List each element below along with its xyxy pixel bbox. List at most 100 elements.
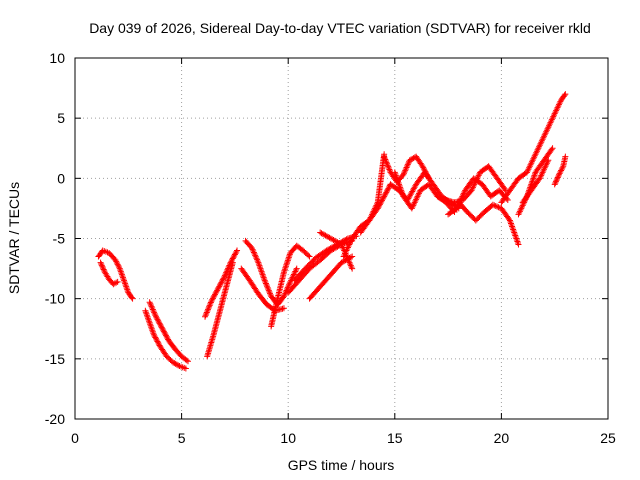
data-point-marker <box>280 305 287 312</box>
data-point-marker <box>151 310 158 317</box>
series-track-15 <box>357 151 388 236</box>
data-point-marker <box>385 165 392 172</box>
y-axis-label: SDTVAR / TECUs <box>6 182 22 294</box>
data-point-marker <box>118 271 125 278</box>
data-point-marker <box>203 309 210 316</box>
data-point-marker <box>152 312 159 319</box>
data-point-marker <box>286 280 293 287</box>
data-point-marker <box>386 167 393 174</box>
data-point-marker <box>207 299 214 306</box>
data-point-marker <box>282 290 289 297</box>
axis-ticks: 0 5 10 15 20 25 -20 -15 -10 -5 0 5 10 <box>45 50 616 446</box>
data-point-marker <box>170 359 177 366</box>
data-point-marker <box>401 168 408 175</box>
data-point-marker <box>553 177 560 184</box>
data-point-marker <box>264 283 271 290</box>
data-point-marker <box>512 232 519 239</box>
data-point-marker <box>148 325 155 332</box>
data-point-marker <box>99 263 106 270</box>
data-point-marker <box>289 274 296 281</box>
data-point-marker <box>123 283 130 290</box>
data-point-marker <box>511 229 518 236</box>
data-point-marker <box>435 193 442 200</box>
data-point-marker <box>489 201 496 208</box>
data-point-marker <box>290 272 297 279</box>
data-point-marker <box>262 279 269 286</box>
series-track-14 <box>340 181 394 260</box>
data-point-marker <box>509 223 516 230</box>
data-point-marker <box>382 157 389 164</box>
data-point-marker <box>142 307 149 314</box>
data-point-marker <box>261 277 268 284</box>
data-point-marker <box>150 307 157 314</box>
data-point-marker <box>119 274 126 281</box>
data-point-marker <box>114 261 121 268</box>
data-point-marker <box>119 273 126 280</box>
data-point-marker <box>381 153 388 160</box>
data-point-marker <box>404 163 411 170</box>
data-point-marker <box>293 267 300 274</box>
data-point-marker <box>225 265 232 272</box>
data-point-marker <box>149 305 156 312</box>
data-point-marker <box>113 258 120 265</box>
data-point-marker <box>508 221 515 228</box>
x-tick-label: 0 <box>71 430 79 446</box>
data-point-marker <box>155 319 162 326</box>
data-point-marker <box>263 281 270 288</box>
data-point-marker <box>409 155 416 162</box>
data-point-marker <box>250 248 257 255</box>
data-point-marker <box>404 161 411 168</box>
data-point-marker <box>210 294 217 301</box>
data-point-marker <box>153 337 160 344</box>
data-point-marker <box>161 329 168 336</box>
y-tick-label: 5 <box>57 110 65 126</box>
data-point-marker <box>115 262 122 269</box>
data-point-marker <box>155 317 162 324</box>
data-point-marker <box>440 195 447 202</box>
data-point-marker <box>143 310 150 317</box>
data-point-marker <box>562 153 569 160</box>
data-point-marker <box>101 267 108 274</box>
data-point-marker <box>116 264 123 271</box>
data-point-marker <box>163 333 170 340</box>
data-point-marker <box>259 270 266 277</box>
data-point-marker <box>223 269 230 276</box>
data-point-marker <box>287 278 294 285</box>
data-point-marker <box>281 291 288 298</box>
data-point-marker <box>159 325 166 332</box>
data-point-marker <box>164 335 171 342</box>
data-point-marker <box>209 296 216 303</box>
data-point-marker <box>146 318 153 325</box>
data-point-marker <box>551 181 558 188</box>
data-point-marker <box>120 276 127 283</box>
data-point-marker <box>147 300 154 307</box>
data-point-marker <box>491 202 498 209</box>
y-tick-label: -15 <box>45 351 65 367</box>
data-point-marker <box>151 309 158 316</box>
data-point-marker <box>220 275 227 282</box>
data-point-marker <box>494 203 501 210</box>
data-point-marker <box>152 334 159 341</box>
data-point-marker <box>216 283 223 290</box>
data-point-marker <box>206 303 213 310</box>
data-point-marker <box>183 357 190 364</box>
series-track-19 <box>434 163 509 206</box>
data-point-marker <box>154 338 161 345</box>
data-point-marker <box>118 270 125 277</box>
data-point-marker <box>207 300 214 307</box>
data-point-marker <box>150 331 157 338</box>
data-point-marker <box>211 292 218 299</box>
y-tick-label: -20 <box>45 411 65 427</box>
data-point-marker <box>228 258 235 265</box>
data-point-marker <box>149 327 156 334</box>
data-point-marker <box>214 287 221 294</box>
data-point-marker <box>250 249 257 256</box>
series-track-3 <box>142 307 189 372</box>
data-point-marker <box>160 328 167 335</box>
plot-frame <box>74 57 609 420</box>
data-point-marker <box>229 255 236 262</box>
data-point-marker <box>129 295 136 302</box>
data-point-marker <box>292 268 299 275</box>
data-point-marker <box>549 145 556 152</box>
